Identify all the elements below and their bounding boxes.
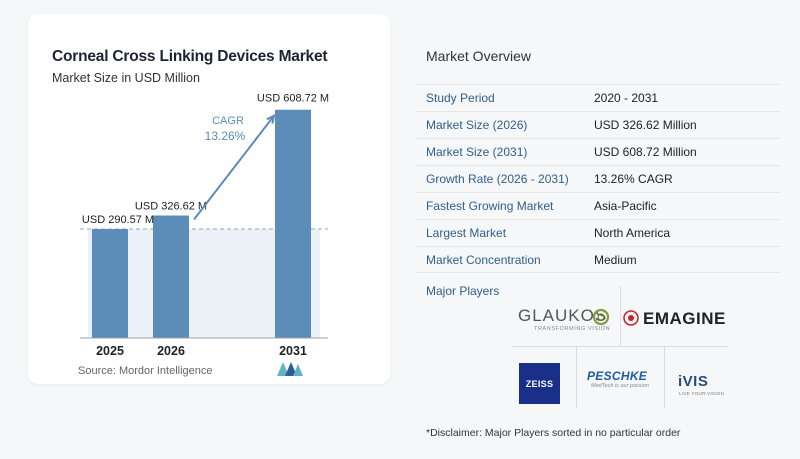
chart-subtitle: Market Size in USD Million — [52, 71, 200, 85]
bar — [92, 229, 128, 338]
major-players-title: Major Players — [426, 284, 500, 298]
peschke-tagline: MedTech is our passion — [591, 383, 649, 389]
glaukos-ring-icon — [592, 308, 610, 326]
overview-value: North America — [594, 226, 671, 240]
overview-title: Market Overview — [426, 48, 532, 64]
emagine-eye-icon — [623, 310, 639, 326]
x-tick-label: 2031 — [279, 344, 307, 358]
players-divider — [512, 346, 728, 347]
overview-label: Market Size (2031) — [426, 145, 528, 159]
overview-row: Market Size (2026) USD 326.62 Million — [416, 111, 780, 138]
overview-table: Study Period 2020 - 2031 Market Size (20… — [416, 84, 780, 273]
overview-row: Market Concentration Medium — [416, 246, 780, 273]
cagr-arrow-line — [193, 115, 275, 221]
data-label: USD 290.57 M — [82, 214, 154, 226]
glaukos-logo: GLAUKOS — [518, 306, 608, 325]
overview-row: Study Period 2020 - 2031 — [416, 84, 780, 111]
overview-label: Market Concentration — [426, 252, 541, 267]
overview-row: Fastest Growing Market Asia-Pacific — [416, 192, 780, 219]
overview-row: Largest Market North America — [416, 219, 780, 246]
ivis-tagline: LIVE YOUR VISION — [679, 391, 725, 396]
x-tick-label: 2025 — [96, 344, 124, 358]
overview-value: USD 326.62 Million — [594, 118, 697, 132]
players-divider — [620, 286, 621, 346]
cagr-label: CAGR — [212, 115, 244, 127]
overview-value: Medium — [594, 252, 637, 267]
players-divider — [664, 346, 665, 408]
zeiss-logo: ZEISS — [519, 363, 560, 404]
overview-label: Fastest Growing Market — [426, 199, 554, 213]
ivis-logo: iVIS — [678, 373, 709, 390]
data-label: USD 608.72 M — [257, 93, 329, 105]
peschke-logo: PESCHKE — [587, 369, 648, 383]
overview-label: Study Period — [426, 91, 495, 105]
overview-label: Growth Rate (2026 - 2031) — [426, 172, 569, 186]
data-label: USD 326.62 M — [135, 201, 207, 213]
bar — [275, 109, 311, 338]
cagr-arrow-head — [266, 113, 276, 124]
chart-title: Corneal Cross Linking Devices Market — [52, 48, 328, 65]
glaukos-tagline: TRANSFORMING VISION — [534, 326, 611, 332]
overview-row: Growth Rate (2026 - 2031) 13.26% CAGR — [416, 165, 780, 192]
disclaimer-text: *Disclaimer: Major Players sorted in no … — [426, 427, 681, 439]
x-tick-label: 2026 — [157, 344, 185, 358]
overview-label: Largest Market — [426, 226, 507, 240]
bar — [153, 215, 189, 338]
overview-value: Asia-Pacific — [594, 199, 657, 213]
overview-value: 13.26% CAGR — [594, 172, 673, 186]
overview-value: USD 608.72 Million — [594, 145, 697, 159]
source-text: Source: Mordor Intelligence — [78, 365, 213, 377]
emagine-logo: EMAGINE — [643, 309, 726, 328]
cagr-value: 13.26% — [205, 129, 246, 143]
overview-label: Market Size (2026) — [426, 118, 528, 132]
overview-row: Market Size (2031) USD 608.72 Million — [416, 138, 780, 165]
overview-value: 2020 - 2031 — [594, 91, 659, 105]
players-divider — [576, 346, 577, 408]
mordor-logo-icon — [277, 362, 303, 376]
